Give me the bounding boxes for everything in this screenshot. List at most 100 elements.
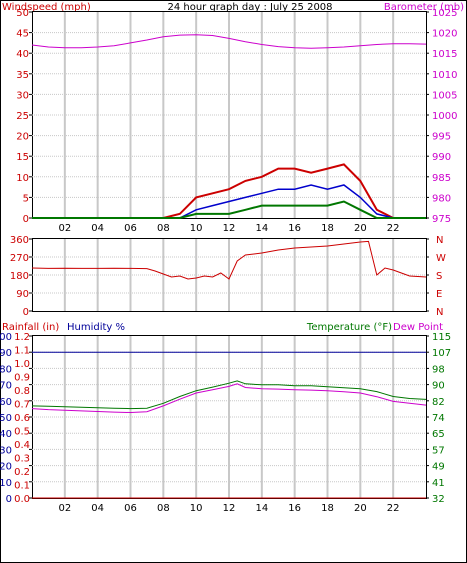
rain-tick-label: 1.0 (14, 359, 30, 370)
right-tick-label: 57 (432, 445, 445, 456)
right-tick-label: 65 (432, 429, 445, 440)
grid-layer (32, 12, 426, 498)
x-tick-label: 22 (387, 223, 400, 234)
x-tick-label: 14 (255, 503, 268, 514)
series-line-wind-direction (31, 240, 427, 280)
right-tick-label: 1005 (432, 90, 457, 101)
rain-tick-label: 0.3 (14, 454, 30, 465)
left-tick-label: 40 (0, 429, 12, 440)
label-layer: 0510152025303540455097598098599099510001… (0, 8, 457, 514)
right-tick-label: 1010 (432, 70, 457, 81)
left-tick-label: 60 (0, 397, 12, 408)
left-tick-label: 30 (0, 445, 12, 456)
x-tick-label: 06 (124, 503, 137, 514)
x-tick-label: 08 (157, 503, 170, 514)
right-tick-label: S (436, 271, 442, 282)
x-tick-label: 04 (91, 503, 104, 514)
right-tick-label: 1015 (432, 49, 457, 60)
rain-tick-label: 0.0 (14, 494, 30, 505)
rain-tick-label: 0.4 (14, 440, 30, 451)
rain-tick-label: 0.9 (14, 373, 30, 384)
x-tick-label: 16 (288, 503, 301, 514)
right-tick-label: 49 (432, 462, 445, 473)
right-tick-label: 41 (432, 478, 445, 489)
left-tick-label: 0 (6, 494, 12, 505)
left-tick-label: 0 (23, 214, 29, 225)
x-tick-label: 10 (190, 503, 203, 514)
left-tick-label: 10 (16, 173, 29, 184)
right-tick-label: 82 (432, 397, 445, 408)
windspeed-axis-label: Windspeed (mph) (2, 2, 91, 13)
x-tick-label: 22 (387, 503, 400, 514)
x-tick-label: 20 (354, 223, 367, 234)
left-tick-label: 90 (16, 289, 29, 300)
left-tick-label: 80 (0, 364, 12, 375)
right-tick-label: N (436, 307, 443, 318)
dewpoint-axis-label: Dew Point (393, 322, 443, 333)
left-tick-label: 90 (0, 348, 12, 359)
left-tick-label: 35 (16, 70, 29, 81)
left-tick-label: 15 (16, 152, 29, 163)
left-tick-label: 270 (10, 253, 29, 264)
left-tick-label: 20 (0, 462, 12, 473)
rain-tick-label: 0.8 (14, 386, 30, 397)
left-tick-label: 25 (16, 111, 29, 122)
left-tick-label: 40 (16, 49, 29, 60)
x-tick-label: 14 (255, 223, 268, 234)
left-tick-label: 360 (10, 235, 29, 246)
barometer-axis-label: Barometer (mb) (384, 2, 464, 13)
rainfall-axis-label: Rainfall (in) (2, 322, 59, 333)
humidity-axis-label: Humidity % (67, 322, 125, 333)
x-tick-label: 02 (58, 503, 71, 514)
left-tick-label: 30 (16, 90, 29, 101)
x-tick-label: 16 (288, 223, 301, 234)
right-tick-label: 1000 (432, 111, 457, 122)
left-tick-label: 70 (0, 381, 12, 392)
left-tick-label: 100 (0, 332, 12, 343)
temperature-axis-label: Temperature (°F) (306, 322, 392, 333)
x-tick-label: 10 (190, 223, 203, 234)
right-tick-label: 90 (432, 381, 445, 392)
x-tick-label: 06 (124, 223, 137, 234)
chart-title: 24 hour graph day : July 25 2008 (167, 2, 332, 13)
left-tick-label: 5 (23, 193, 29, 204)
right-tick-label: W (436, 253, 446, 264)
right-tick-label: 985 (432, 173, 451, 184)
rain-tick-label: 0.7 (14, 400, 30, 411)
x-tick-label: 20 (354, 503, 367, 514)
right-tick-label: N (436, 235, 443, 246)
series-line-low (32, 200, 426, 219)
left-tick-label: 20 (16, 132, 29, 143)
left-tick-label: 180 (10, 271, 29, 282)
rain-tick-label: 1.2 (14, 332, 30, 343)
series-line-dew-point (31, 383, 427, 414)
right-tick-label: 32 (432, 494, 445, 505)
right-tick-label: 1025 (432, 8, 457, 19)
rain-tick-label: 1.1 (14, 346, 30, 357)
x-tick-label: 02 (58, 223, 71, 234)
right-tick-label: E (436, 289, 442, 300)
series-line-temperature (31, 380, 427, 410)
rain-tick-label: 0.2 (14, 467, 30, 478)
x-tick-label: 08 (157, 223, 170, 234)
left-tick-label: 50 (0, 413, 12, 424)
left-tick-label: 0 (23, 307, 29, 318)
rain-tick-label: 0.5 (14, 427, 30, 438)
left-tick-label: 50 (16, 8, 29, 19)
rain-tick-label: 0.6 (14, 413, 30, 424)
rain-tick-label: 0.1 (14, 481, 30, 492)
x-tick-label: 04 (91, 223, 104, 234)
right-tick-label: 74 (432, 413, 445, 424)
x-tick-label: 18 (321, 223, 334, 234)
series-layer (31, 34, 427, 499)
x-tick-label: 12 (223, 503, 236, 514)
right-tick-label: 990 (432, 152, 451, 163)
left-tick-label: 45 (16, 29, 29, 40)
right-tick-label: 980 (432, 193, 451, 204)
right-tick-label: 975 (432, 214, 451, 225)
right-tick-label: 1020 (432, 29, 457, 40)
x-tick-label: 18 (321, 503, 334, 514)
